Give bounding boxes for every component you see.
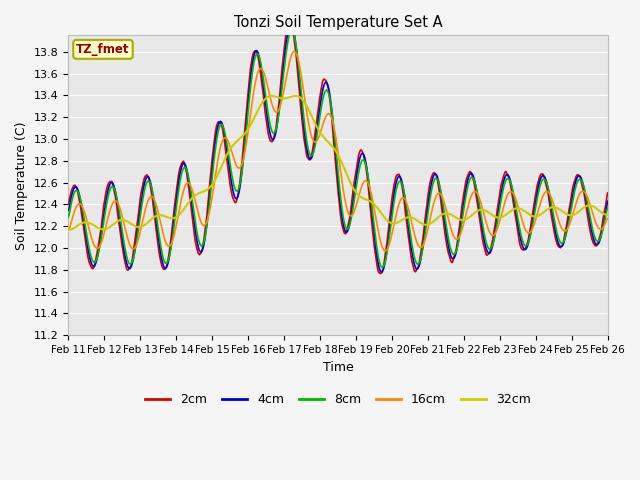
X-axis label: Time: Time: [323, 360, 353, 373]
Y-axis label: Soil Temperature (C): Soil Temperature (C): [15, 121, 28, 250]
Legend: 2cm, 4cm, 8cm, 16cm, 32cm: 2cm, 4cm, 8cm, 16cm, 32cm: [140, 388, 536, 411]
Text: TZ_fmet: TZ_fmet: [76, 43, 130, 56]
Title: Tonzi Soil Temperature Set A: Tonzi Soil Temperature Set A: [234, 15, 442, 30]
